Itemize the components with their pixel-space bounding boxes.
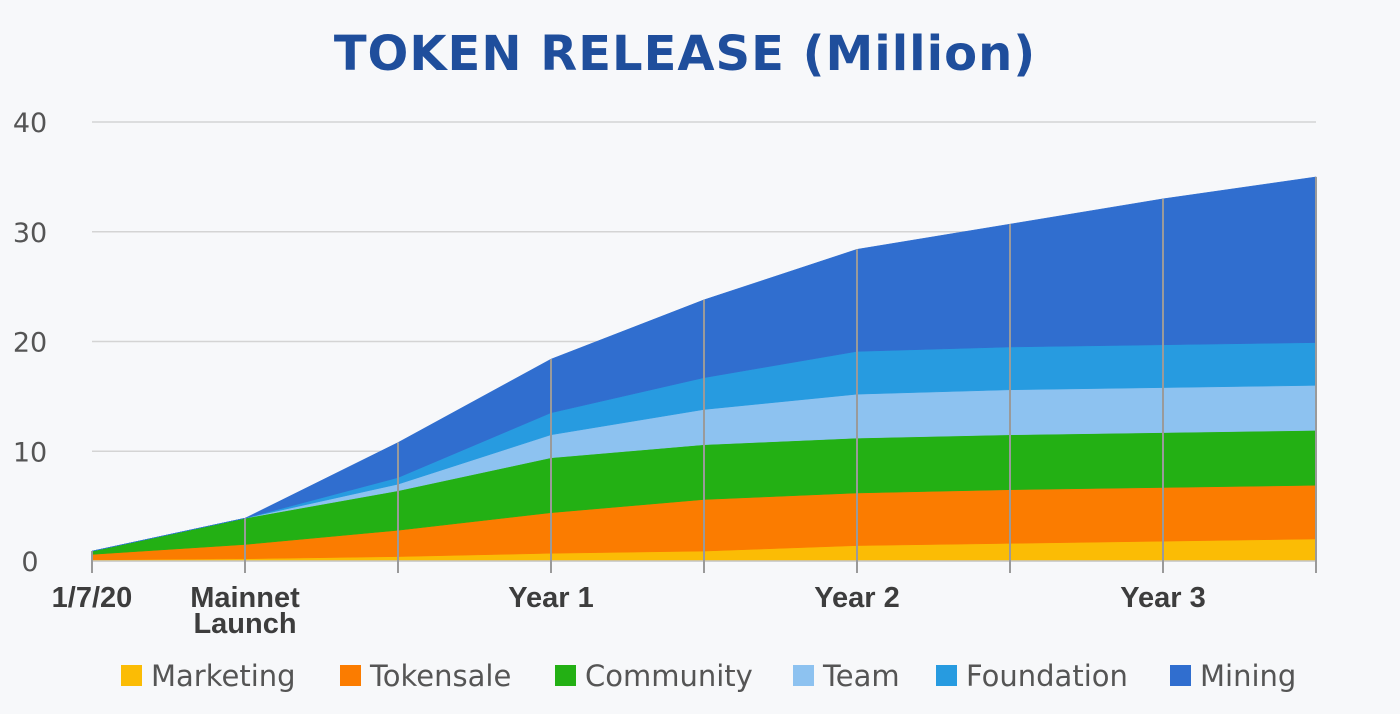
y-tick-label: 40 (13, 108, 47, 139)
y-tick-label: 30 (13, 218, 47, 249)
legend-label: Foundation (966, 659, 1128, 693)
legend-swatch (121, 665, 142, 686)
legend-label: Community (585, 659, 753, 693)
y-tick-label: 0 (21, 547, 38, 578)
x-tick-label: Mainnet Launch (190, 582, 300, 640)
legend-label: Marketing (151, 659, 296, 693)
legend-label: Team (822, 659, 900, 693)
legend-swatch (936, 665, 957, 686)
legend: Marketing Tokensale Community Team Foundatio… (121, 659, 1296, 693)
legend-item-team: Team (793, 659, 900, 693)
x-tick-label: Year 3 (1120, 582, 1205, 614)
x-tick-label: Year 2 (814, 582, 899, 614)
legend-item-community: Community (555, 659, 753, 693)
legend-swatch (555, 665, 576, 686)
y-axis: 0 10 20 30 40 (13, 108, 47, 578)
legend-label: Tokensale (369, 659, 511, 693)
x-tick-label: Year 1 (508, 582, 593, 614)
legend-swatch (340, 665, 361, 686)
legend-swatch (1170, 665, 1191, 686)
y-tick-label: 10 (13, 437, 47, 468)
legend-item-mining: Mining (1170, 659, 1296, 693)
y-tick-label: 20 (13, 328, 47, 359)
legend-swatch (793, 665, 814, 686)
x-tick-label: 1/7/20 (52, 582, 133, 614)
legend-item-tokensale: Tokensale (340, 659, 511, 693)
legend-label: Mining (1200, 659, 1296, 693)
chart-title: TOKEN RELEASE (Million) (334, 26, 1036, 82)
vertical-dividers (91, 176, 1317, 573)
legend-item-marketing: Marketing (121, 659, 296, 693)
x-axis: 1/7/20 Mainnet Launch Year 1 Year 2 Year 3 (52, 582, 1206, 640)
legend-item-foundation: Foundation (936, 659, 1128, 693)
